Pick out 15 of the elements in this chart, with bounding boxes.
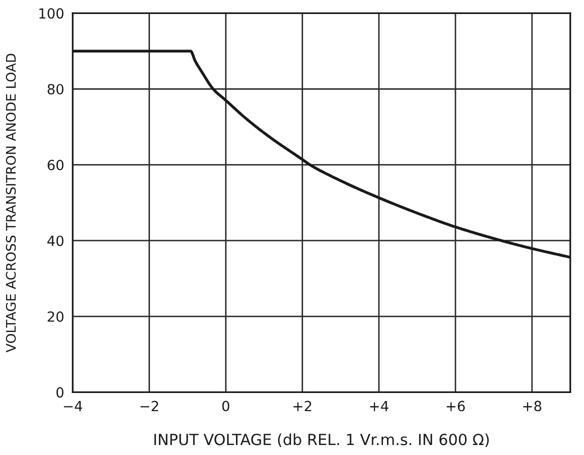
x-tick-label: 0 [222,400,230,412]
y-tick-label: 100 [39,8,64,19]
y-tick-label: 0 [56,387,64,398]
x-axis-title: INPUT VOLTAGE (db REL. 1 Vr.m.s. IN 600 Ω) [154,433,489,448]
x-tick-label: +6 [446,400,465,412]
y-tick-label: 20 [48,311,64,322]
x-tick-label: +8 [523,400,542,412]
x-tick-label: −4 [64,400,82,412]
x-tick-label: −2 [140,400,158,412]
x-tick-label: +2 [294,400,312,412]
x-tick-label: +4 [370,400,388,412]
y-tick-label: 80 [48,84,64,94]
y-tick-label: 40 [47,236,64,246]
y-axis-title: VOLTAGE ACROSS TRANSITRON ANODE LOAD [6,54,16,352]
y-tick-label: 60 [48,160,64,170]
